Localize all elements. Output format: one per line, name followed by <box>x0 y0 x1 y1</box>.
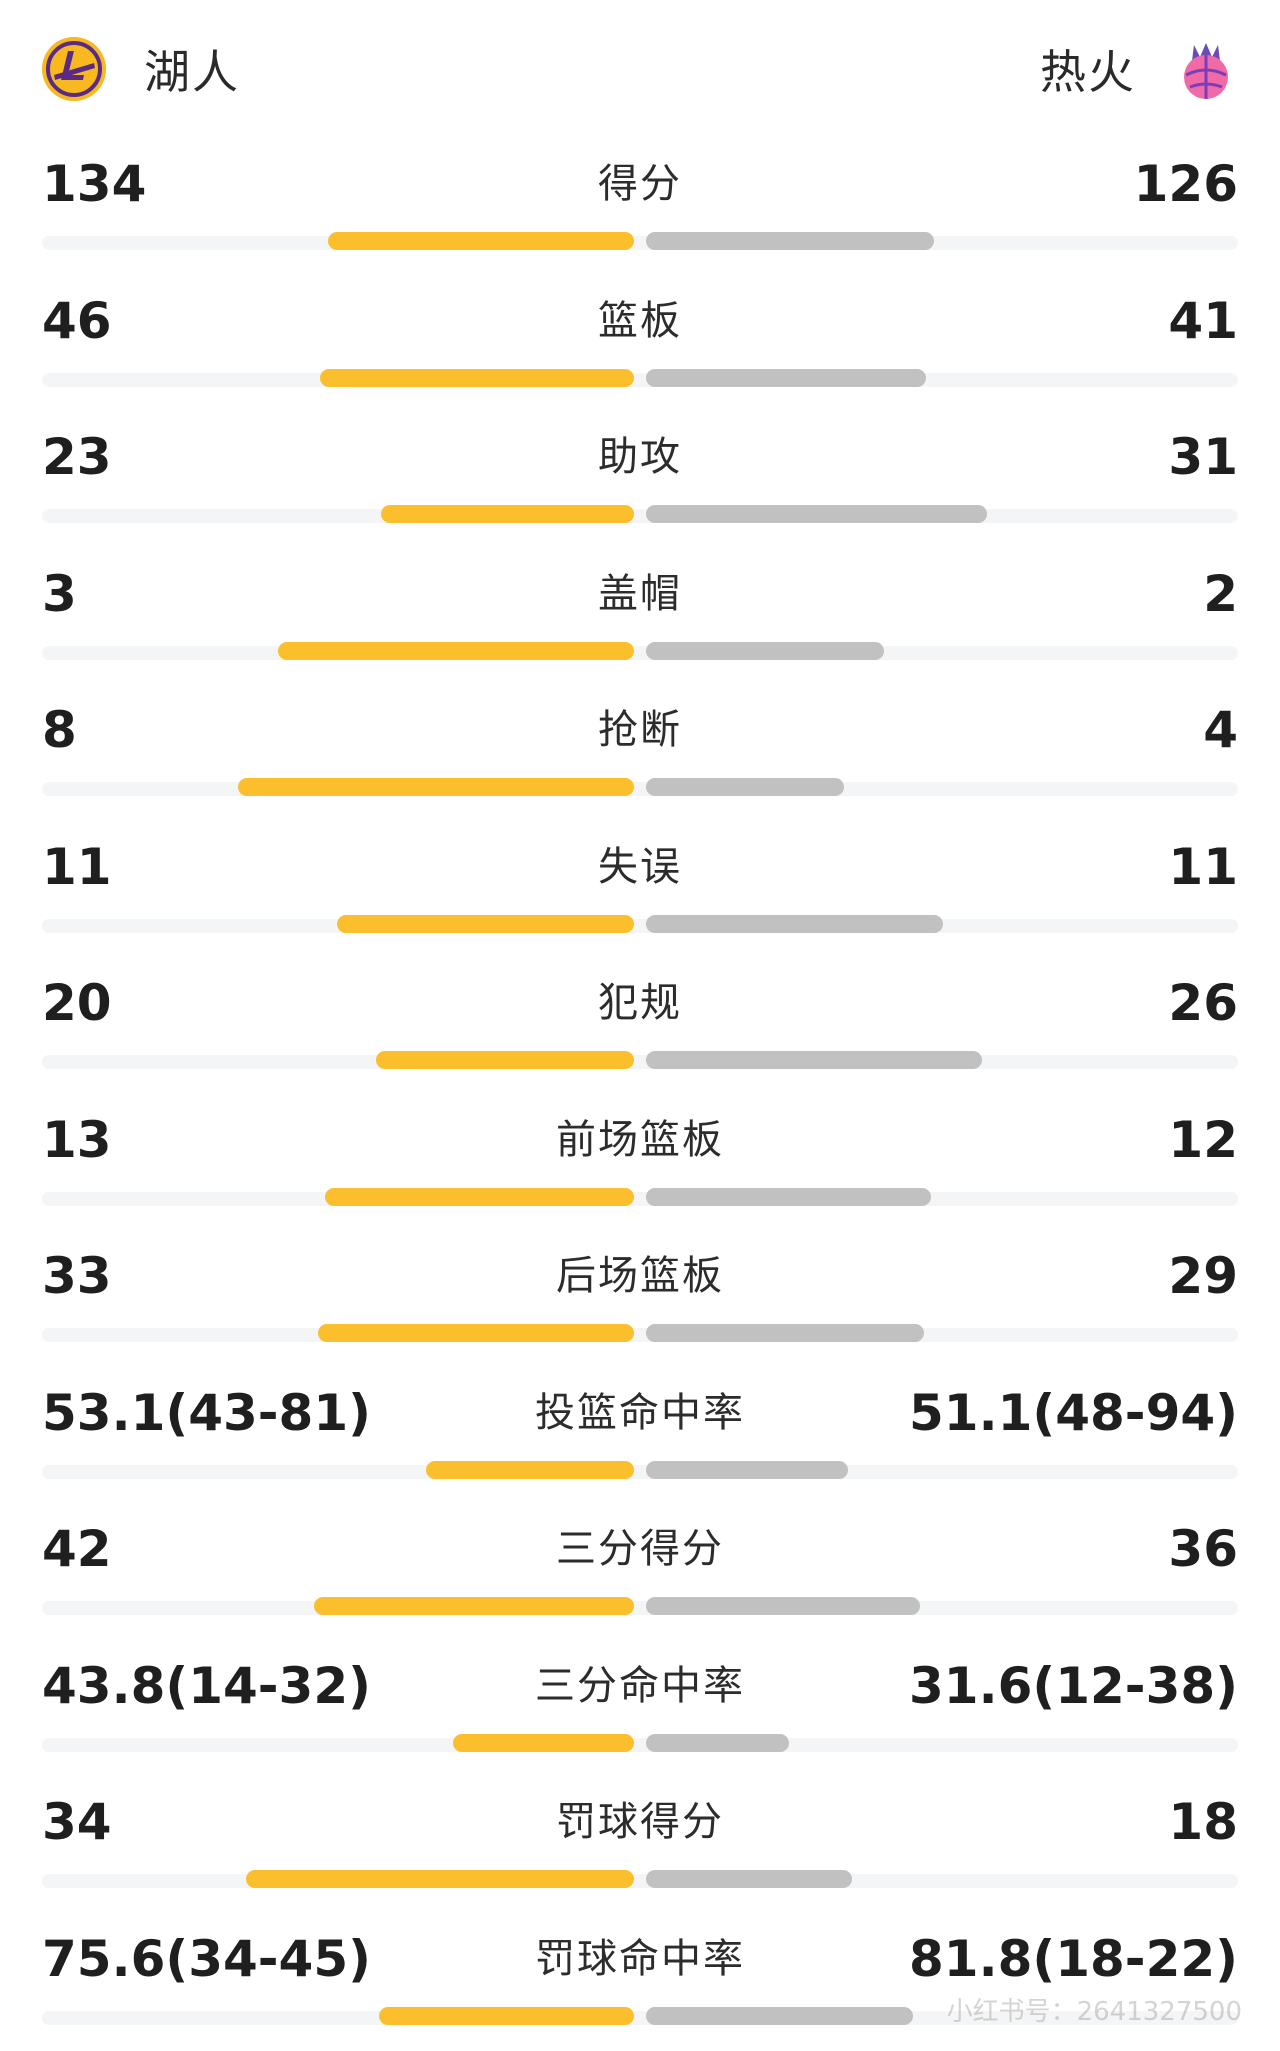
away-stat-bar <box>646 505 987 523</box>
stat-label: 三分得分 <box>0 1523 1280 1575</box>
away-stat-value: 36 <box>1168 1519 1238 1579</box>
away-stat-value: 41 <box>1168 291 1238 351</box>
home-team-name: 湖人 <box>144 36 240 102</box>
away-stat-bar <box>646 915 943 933</box>
stat-label: 罚球得分 <box>0 1796 1280 1848</box>
home-stat-bar <box>328 232 634 250</box>
away-stat-value: 2 <box>1203 564 1238 624</box>
away-stat-bar <box>646 1188 931 1206</box>
stat-label: 篮板 <box>0 295 1280 347</box>
stat-bar-track <box>42 782 1238 796</box>
stat-bar-track <box>42 1192 1238 1206</box>
stat-label: 犯规 <box>0 977 1280 1029</box>
heat-logo-icon <box>1172 35 1240 103</box>
stat-label: 失误 <box>0 841 1280 893</box>
away-stat-value: 11 <box>1168 837 1238 897</box>
away-stat-bar <box>646 232 934 250</box>
home-stat-bar <box>318 1324 634 1342</box>
home-stat-bar <box>376 1051 634 1069</box>
home-stat-bar <box>453 1734 634 1752</box>
stat-bar-track <box>42 919 1238 933</box>
header: 湖人 热火 <box>0 0 1280 140</box>
away-stat-value: 81.8(18-22) <box>909 1929 1238 1989</box>
away-stat-value: 12 <box>1168 1110 1238 1170</box>
away-stat-value: 31 <box>1168 427 1238 487</box>
home-stat-bar <box>314 1597 634 1615</box>
stat-bar-track <box>42 1465 1238 1479</box>
away-stat-value: 4 <box>1203 700 1238 760</box>
away-stat-bar <box>646 1461 848 1479</box>
away-stat-value: 51.1(48-94) <box>909 1383 1238 1443</box>
away-stat-bar <box>646 1051 982 1069</box>
stat-bar-track <box>42 373 1238 387</box>
stat-bar-track <box>42 1874 1238 1888</box>
away-stat-value: 126 <box>1134 154 1238 214</box>
home-stat-bar <box>337 915 634 933</box>
away-stat-bar <box>646 1734 789 1752</box>
stat-label: 前场篮板 <box>0 1114 1280 1166</box>
away-stat-bar <box>646 642 884 660</box>
stat-label: 得分 <box>0 158 1280 210</box>
home-stat-bar <box>381 505 634 523</box>
stat-bar-track <box>42 1738 1238 1752</box>
away-stat-bar <box>646 369 926 387</box>
away-stat-bar <box>646 778 844 796</box>
stat-bar-track <box>42 509 1238 523</box>
away-team-name: 热火 <box>1040 36 1136 102</box>
home-stat-bar <box>426 1461 634 1479</box>
home-stat-bar <box>246 1870 634 1888</box>
away-stat-value: 18 <box>1168 1792 1238 1852</box>
away-stat-bar <box>646 1324 924 1342</box>
away-stat-value: 29 <box>1168 1246 1238 1306</box>
watermark: 小红书号：2641327500 <box>947 1991 1242 2028</box>
away-stat-bar <box>646 2007 913 2025</box>
stat-bar-track <box>42 646 1238 660</box>
stat-label: 盖帽 <box>0 568 1280 620</box>
stat-bar-track <box>42 1055 1238 1069</box>
home-team: 湖人 <box>40 24 240 114</box>
stat-bar-track <box>42 236 1238 250</box>
stat-bar-track <box>42 1601 1238 1615</box>
away-stat-value: 31.6(12-38) <box>909 1656 1238 1716</box>
away-stat-bar <box>646 1870 852 1888</box>
home-stat-bar <box>379 2007 634 2025</box>
stat-bar-track <box>42 1328 1238 1342</box>
stat-label: 后场篮板 <box>0 1250 1280 1302</box>
away-stat-bar <box>646 1597 920 1615</box>
stat-label: 助攻 <box>0 431 1280 483</box>
away-team: 热火 <box>1040 24 1240 114</box>
stat-label: 抢断 <box>0 704 1280 756</box>
home-stat-bar <box>320 369 634 387</box>
home-stat-bar <box>238 778 634 796</box>
home-stat-bar <box>325 1188 634 1206</box>
lakers-logo-icon <box>40 35 108 103</box>
home-stat-bar <box>278 642 634 660</box>
away-stat-value: 26 <box>1168 973 1238 1033</box>
